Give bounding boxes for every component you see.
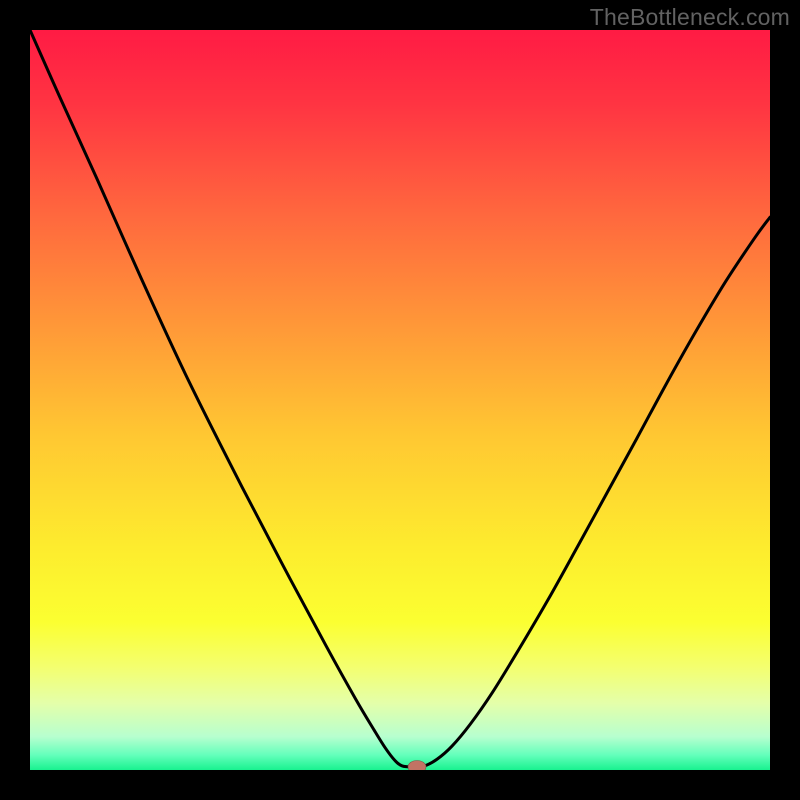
chart-svg: [30, 30, 770, 770]
bottleneck-chart: [30, 30, 770, 770]
chart-root: { "meta": { "source_label": "TheBottlene…: [0, 0, 800, 800]
watermark-label: TheBottleneck.com: [590, 4, 790, 31]
